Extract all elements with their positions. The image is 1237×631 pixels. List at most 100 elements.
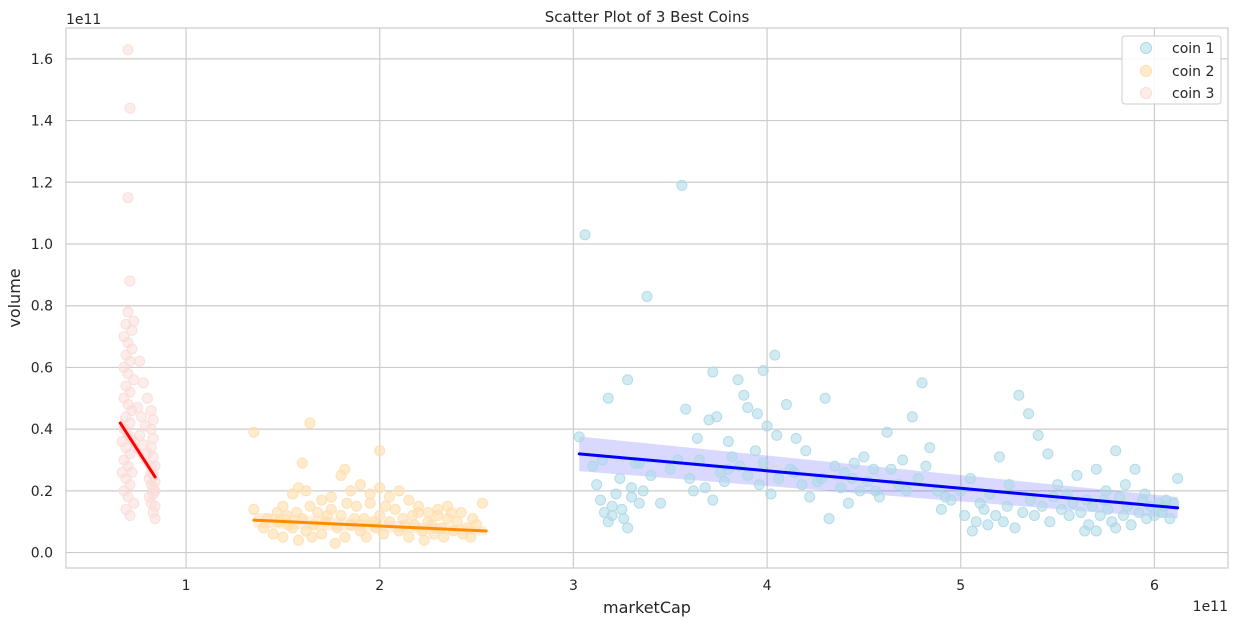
chart-title: Scatter Plot of 3 Best Coins xyxy=(545,8,750,26)
data-point-coin-1 xyxy=(829,460,841,472)
data-point-coin-3 xyxy=(143,491,155,503)
data-point-coin-1 xyxy=(749,445,761,457)
data-point-coin-2 xyxy=(349,513,361,525)
data-point-coin-1 xyxy=(1044,516,1056,528)
data-point-coin-2 xyxy=(471,519,483,531)
y-tick-label: 1.0 xyxy=(31,237,53,253)
data-point-coin-1 xyxy=(1052,479,1064,491)
trend-line-coin-1 xyxy=(577,452,1180,510)
data-point-coin-1 xyxy=(1028,510,1040,522)
data-point-coin-1 xyxy=(916,377,928,389)
data-point-coin-1 xyxy=(959,510,971,522)
data-point-coin-1 xyxy=(707,366,719,378)
data-point-coin-1 xyxy=(691,432,703,444)
data-point-coin-2 xyxy=(290,506,302,518)
data-point-coin-1 xyxy=(595,494,607,506)
data-point-coin-3 xyxy=(124,275,136,287)
data-point-coin-1 xyxy=(1164,513,1176,525)
data-point-coin-1 xyxy=(622,522,634,534)
data-point-coin-1 xyxy=(738,389,750,401)
data-point-coin-2 xyxy=(258,522,270,534)
data-point-coin-1 xyxy=(742,402,754,414)
data-point-coin-1 xyxy=(633,497,645,509)
data-point-coin-1 xyxy=(1094,510,1106,522)
data-point-coin-2 xyxy=(374,445,386,457)
data-point-coin-2 xyxy=(339,531,351,543)
data-point-coin-2 xyxy=(403,494,415,506)
data-point-coin-3 xyxy=(128,374,140,386)
data-point-coin-2 xyxy=(360,531,372,543)
data-point-coin-1 xyxy=(707,494,719,506)
data-point-coin-1 xyxy=(1086,500,1098,512)
data-point-coin-1 xyxy=(602,392,614,404)
data-point-coin-2 xyxy=(358,513,370,525)
data-point-coin-3 xyxy=(124,510,136,522)
data-point-coin-3 xyxy=(149,500,161,512)
data-point-coin-1 xyxy=(870,485,882,497)
data-point-coin-2 xyxy=(455,506,467,518)
data-point-coin-1 xyxy=(1075,506,1087,518)
y-tick-label: 1.6 xyxy=(31,52,53,68)
data-point-coin-3 xyxy=(147,432,159,444)
data-point-coin-2 xyxy=(277,531,289,543)
data-point-coin-1 xyxy=(664,463,676,475)
data-point-coin-1 xyxy=(606,500,618,512)
data-point-coin-1 xyxy=(920,460,932,472)
data-point-coin-2 xyxy=(380,500,392,512)
data-point-coin-1 xyxy=(579,229,591,241)
x-tick-labels: 1 2 3 4 5 6 xyxy=(182,578,1159,594)
data-point-coin-1 xyxy=(622,374,634,386)
data-point-coin-2 xyxy=(383,491,395,503)
data-point-coin-1 xyxy=(1036,500,1048,512)
data-point-coin-2 xyxy=(248,426,260,438)
data-point-coin-2 xyxy=(321,510,333,522)
data-point-coin-2 xyxy=(267,528,279,540)
data-point-coin-1 xyxy=(939,491,951,503)
data-point-coin-1 xyxy=(684,473,696,485)
data-point-coin-2 xyxy=(351,500,362,512)
data-point-coin-1 xyxy=(1100,485,1112,497)
data-point-coin-1 xyxy=(587,460,599,472)
data-point-coin-1 xyxy=(718,476,730,488)
data-point-coin-3 xyxy=(149,513,161,525)
data-point-coin-1 xyxy=(935,503,947,515)
data-point-coin-1 xyxy=(1133,506,1145,518)
data-point-coin-1 xyxy=(771,429,783,441)
data-point-coin-1 xyxy=(1102,503,1114,515)
data-point-coin-1 xyxy=(1129,463,1141,475)
data-point-coin-3 xyxy=(145,405,157,417)
y-tick-label: 0.0 xyxy=(31,546,53,562)
legend: coin 1 coin 2 coin 3 xyxy=(1121,35,1222,105)
data-point-coin-2 xyxy=(335,510,347,522)
data-point-coin-1 xyxy=(655,497,667,509)
data-point-coin-1 xyxy=(796,479,808,491)
data-point-coin-2 xyxy=(345,485,357,497)
data-point-coin-1 xyxy=(1017,506,1029,518)
legend-marker-coin-3 xyxy=(1140,87,1152,99)
data-point-coin-1 xyxy=(964,473,976,485)
data-point-coin-1 xyxy=(1172,473,1184,485)
data-point-coin-2 xyxy=(364,488,376,500)
data-point-coin-1 xyxy=(1063,510,1075,522)
x-tick-label: 5 xyxy=(956,578,965,594)
data-point-coin-1 xyxy=(573,431,585,443)
data-point-coin-2 xyxy=(374,482,386,494)
data-point-coin-2 xyxy=(432,503,444,515)
data-point-coin-1 xyxy=(606,510,618,522)
data-point-coin-2 xyxy=(364,497,376,509)
y-tick-label: 0.6 xyxy=(31,360,53,376)
data-point-coin-1 xyxy=(626,491,638,503)
y-tick-labels: 0.0 0.2 0.4 0.6 0.8 1.0 1.2 1.4 1.6 xyxy=(31,52,53,562)
data-point-coin-1 xyxy=(676,179,688,191)
data-point-coin-1 xyxy=(978,503,990,515)
data-point-coin-1 xyxy=(757,457,769,469)
data-point-coin-1 xyxy=(1110,445,1122,457)
data-point-coin-1 xyxy=(848,457,860,469)
data-point-coin-1 xyxy=(1003,479,1015,491)
x-tick-label: 1 xyxy=(182,578,191,594)
legend-marker-coin-2 xyxy=(1140,65,1152,77)
data-point-coin-1 xyxy=(1114,491,1126,503)
data-point-coin-1 xyxy=(618,513,630,525)
data-point-coin-3 xyxy=(124,102,136,114)
